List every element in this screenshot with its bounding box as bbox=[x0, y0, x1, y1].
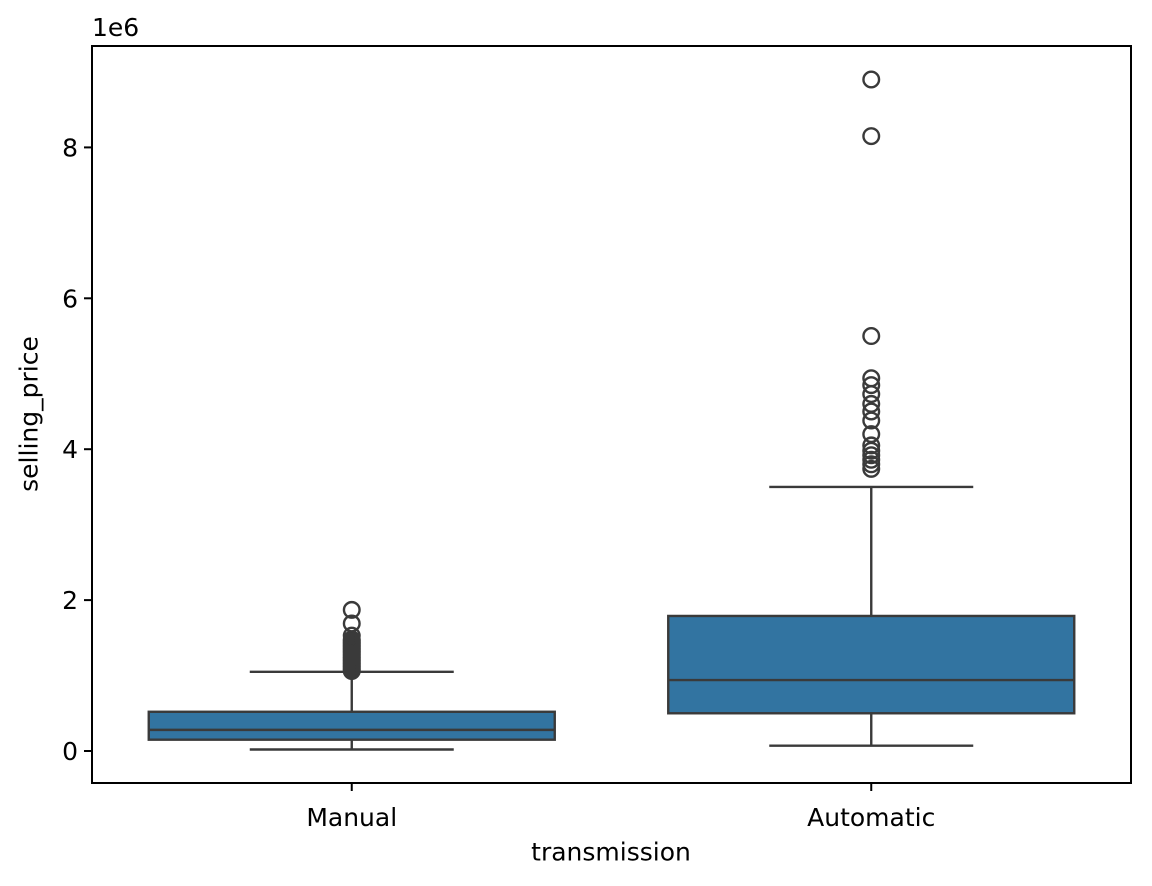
outlier-point-automatic bbox=[862, 385, 881, 404]
y-axis-offset-text: 1e6 bbox=[92, 13, 140, 42]
y-tick-label: 6 bbox=[62, 284, 78, 313]
outlier-point-automatic bbox=[862, 402, 881, 421]
y-tick-label: 0 bbox=[62, 737, 78, 766]
outlier-point-automatic bbox=[862, 425, 881, 444]
outlier-point-automatic bbox=[862, 455, 881, 474]
y-tick-label: 2 bbox=[62, 586, 78, 615]
outlier-point-automatic bbox=[862, 127, 881, 146]
outlier-point-automatic bbox=[862, 376, 881, 395]
outlier-point-automatic bbox=[862, 70, 881, 89]
outlier-point-manual bbox=[342, 600, 361, 619]
outlier-point-automatic bbox=[862, 446, 881, 465]
outlier-point-automatic bbox=[862, 327, 881, 346]
outlier-point-automatic bbox=[862, 369, 881, 388]
x-tick-label-manual: Manual bbox=[306, 803, 397, 832]
plot-frame bbox=[91, 45, 1132, 784]
box-manual bbox=[147, 710, 556, 741]
outlier-point-manual bbox=[342, 626, 361, 645]
y-tick-label: 4 bbox=[62, 435, 78, 464]
outlier-point-automatic bbox=[862, 459, 881, 478]
outlier-point-automatic bbox=[862, 450, 881, 469]
y-axis-label: selling_price bbox=[14, 336, 44, 492]
outlier-point-manual bbox=[342, 614, 361, 633]
x-axis-label: transmission bbox=[531, 837, 691, 867]
outlier-point-automatic bbox=[862, 436, 881, 455]
outlier-point-automatic bbox=[862, 394, 881, 413]
x-tick-label-automatic: Automatic bbox=[807, 803, 935, 832]
box-automatic bbox=[667, 614, 1076, 715]
y-tick-label: 8 bbox=[62, 133, 78, 162]
